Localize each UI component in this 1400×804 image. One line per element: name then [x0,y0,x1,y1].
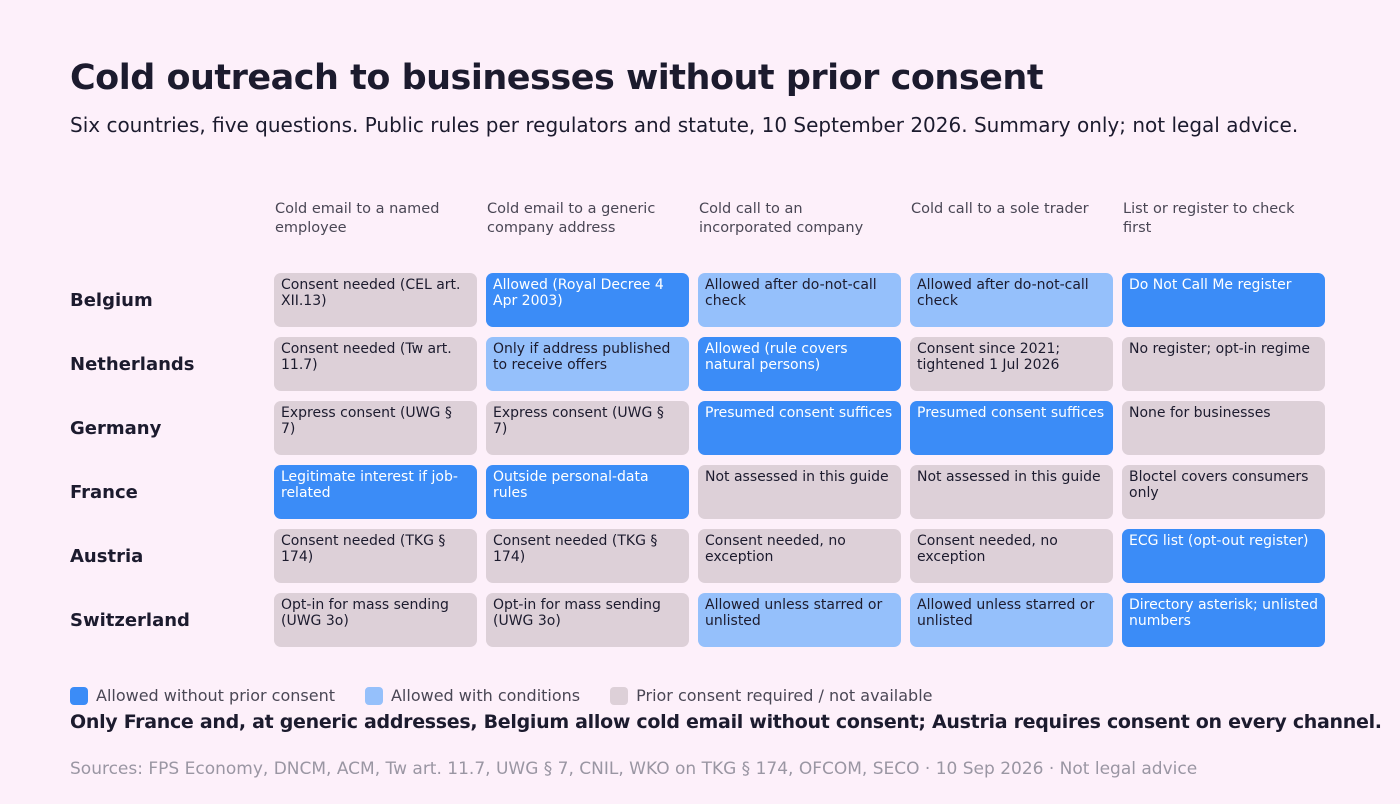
table-cell: Consent since 2021; tightened 1 Jul 2026 [910,337,1113,391]
row-header: France [70,481,138,503]
table-cell: Consent needed (Tw art. 11.7) [274,337,477,391]
column-header: Cold call to an incorporated company [699,201,864,236]
table-cell: Not assessed in this guide [698,465,901,519]
table-cell: Consent needed (TKG § 174) [274,529,477,583]
table-cell: Allowed unless starred or unlisted [698,593,901,647]
row-header: Austria [70,545,144,567]
table-cell: Presumed consent suffices [698,401,901,455]
sources-note: Sources: FPS Economy, DNCM, ACM, Tw art.… [70,759,1198,779]
table-cell: None for businesses [1122,401,1325,455]
table-cell: Only if address published to receive off… [486,337,689,391]
legend-swatch-allowed [70,686,88,705]
table-cell: Express consent (UWG § 7) [486,401,689,455]
table-cell: Consent needed (TKG § 174) [486,529,689,583]
column-header: Cold email to a generic company address [487,201,656,236]
table-cell: Allowed (rule covers natural persons) [698,337,901,391]
table-cell: Allowed (Royal Decree 4 Apr 2003) [486,273,689,327]
row-header: Belgium [70,289,153,311]
table-cell: Express consent (UWG § 7) [274,401,477,455]
table-cell: Outside personal-data rules [486,465,689,519]
table-cell: Consent needed (CEL art. XII.13) [274,273,477,327]
table-cell: Do Not Call Me register [1122,273,1325,327]
row-header: Germany [70,417,162,439]
table-cell: Allowed after do-not-call check [698,273,901,327]
chart-subtitle: Six countries, five questions. Public ru… [70,113,1299,137]
table-cell: ECG list (opt-out register) [1122,529,1325,583]
column-header: List or register to check first [1123,201,1295,236]
table-cell: Not assessed in this guide [910,465,1113,519]
table-cell: Directory asterisk; unlisted numbers [1122,593,1325,647]
key-takeaway: Only France and, at generic addresses, B… [70,711,1382,733]
table-cell: No register; opt-in regime [1122,337,1325,391]
column-header: Cold call to a sole trader [911,201,1089,217]
table-cell: Opt-in for mass sending (UWG 3o) [274,593,477,647]
legend-label-allowed: Allowed without prior consent [96,686,335,705]
column-header: Cold email to a named employee [275,201,440,236]
table-cell: Allowed unless starred or unlisted [910,593,1113,647]
legend-swatch-consent [610,686,629,705]
table-cell: Consent needed, no exception [698,529,901,583]
table-cell: Bloctel covers consumers only [1122,465,1325,519]
row-header: Netherlands [70,353,195,375]
legend-item-consent: Prior consent required / not available [610,686,932,705]
legend-label-consent: Prior consent required / not available [636,686,933,705]
legend-item-allowed: Allowed without prior consent [70,686,335,705]
table-cell: Consent needed, no exception [910,529,1113,583]
legend-swatch-conditions [364,686,383,705]
legend-item-conditions: Allowed with conditions [364,686,581,705]
chart-title: Cold outreach to businesses without prio… [70,58,1044,98]
row-header: Switzerland [70,609,190,631]
table-cell: Opt-in for mass sending (UWG 3o) [486,593,689,647]
legend-label-conditions: Allowed with conditions [390,686,581,705]
legend: Allowed without prior consent Allowed wi… [70,686,962,705]
table-cell: Allowed after do-not-call check [910,273,1113,327]
table-cell: Legitimate interest if job-related [274,465,477,519]
table-cell: Presumed consent suffices [910,401,1113,455]
